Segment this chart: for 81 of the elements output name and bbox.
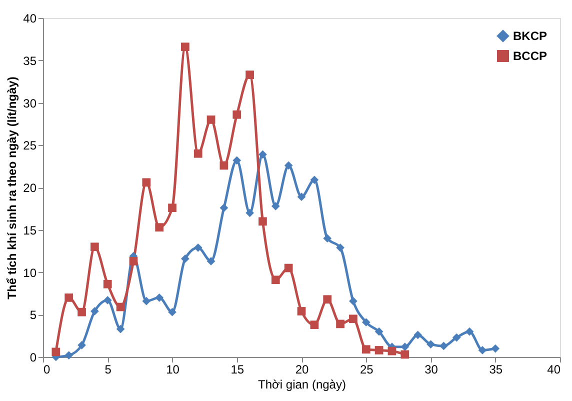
point: [310, 320, 319, 329]
point: [271, 276, 280, 284]
point: [323, 295, 332, 304]
point: [64, 293, 74, 302]
point: [414, 330, 422, 340]
point: [284, 161, 293, 170]
point: [142, 178, 151, 187]
point: [310, 176, 319, 184]
x-tick-label: 20: [295, 362, 309, 376]
point: [349, 296, 358, 306]
point: [297, 307, 306, 316]
point: [155, 293, 164, 302]
point: [155, 223, 164, 232]
point: [103, 296, 112, 304]
point: [400, 342, 410, 352]
x-tick-label: 35: [489, 362, 503, 376]
point: [206, 257, 216, 266]
point: [90, 242, 99, 252]
y-tick-label: 5: [30, 308, 37, 322]
point: [465, 327, 474, 336]
x-tick-label: 5: [104, 362, 112, 376]
point: [362, 318, 370, 326]
x-tick-label: 25: [360, 362, 374, 376]
point: [232, 156, 242, 165]
point: [116, 324, 125, 334]
point: [246, 208, 254, 218]
x-axis-title: Thời gian (ngày): [258, 378, 346, 392]
x-tick-label: 30: [424, 362, 438, 376]
point: [180, 254, 190, 263]
point: [103, 280, 112, 288]
point: [362, 345, 370, 354]
point: [194, 149, 202, 158]
point: [297, 192, 306, 202]
point: [206, 116, 216, 124]
point: [220, 161, 228, 170]
point: [426, 340, 435, 348]
point: [349, 314, 358, 324]
y-tick-label: 15: [23, 223, 37, 238]
point: [388, 346, 396, 356]
y-tick-label: 20: [23, 181, 37, 195]
point: [78, 340, 86, 350]
point: [232, 110, 242, 119]
point: [116, 302, 125, 312]
y-tick-label: 0: [30, 350, 37, 364]
x-tick-label: 10: [166, 362, 180, 376]
point: [168, 204, 176, 212]
x-tick-label: 15: [230, 362, 244, 376]
point: [271, 202, 280, 210]
point: [336, 320, 344, 328]
point: [220, 204, 228, 212]
point: [52, 348, 60, 356]
y-axis-title: Thể tích khí sinh ra theo ngày (lít/ngày): [5, 76, 20, 300]
y-tick-label: 30: [23, 96, 37, 110]
point: [374, 346, 384, 354]
point: [478, 346, 487, 354]
point: [258, 150, 267, 159]
point: [336, 243, 344, 252]
point: [180, 42, 190, 51]
point: [90, 307, 99, 316]
y-tick-label: 35: [23, 54, 37, 68]
legend-label: BCCP: [513, 49, 548, 63]
point: [64, 351, 74, 360]
y-tick-label: 10: [23, 266, 37, 280]
x-tick-label: 40: [547, 362, 561, 376]
point: [491, 344, 500, 353]
point: [78, 308, 86, 316]
point: [129, 257, 138, 266]
y-tick-label: 25: [23, 138, 37, 153]
point: [194, 243, 202, 252]
point: [284, 264, 293, 272]
point: [246, 70, 254, 79]
point: [258, 217, 267, 226]
x-tick-label: 0: [44, 362, 50, 376]
y-tick-label: 40: [23, 12, 37, 26]
point: [374, 327, 384, 336]
point: [323, 234, 332, 243]
legend-label: BKCP: [513, 29, 548, 43]
point: [168, 308, 176, 316]
point: [142, 296, 151, 306]
point: [400, 350, 410, 359]
point: [452, 333, 461, 342]
